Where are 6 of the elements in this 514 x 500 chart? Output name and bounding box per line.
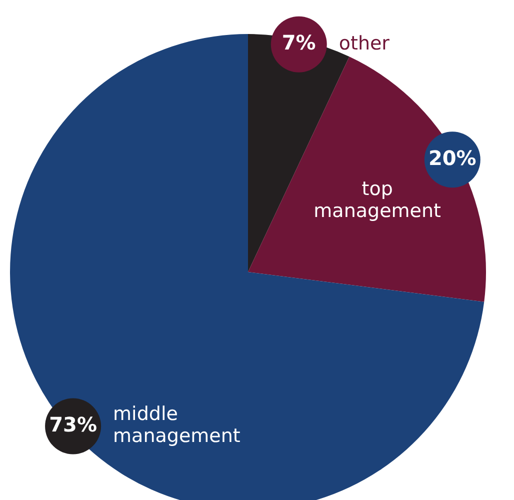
- slice-label: top management: [314, 178, 441, 222]
- data-label: 20%: [428, 146, 476, 170]
- slice-label: other: [338, 32, 390, 54]
- data-label: 73%: [49, 412, 97, 436]
- data-label: 7%: [282, 30, 316, 55]
- slice-label: middle management: [113, 403, 240, 448]
